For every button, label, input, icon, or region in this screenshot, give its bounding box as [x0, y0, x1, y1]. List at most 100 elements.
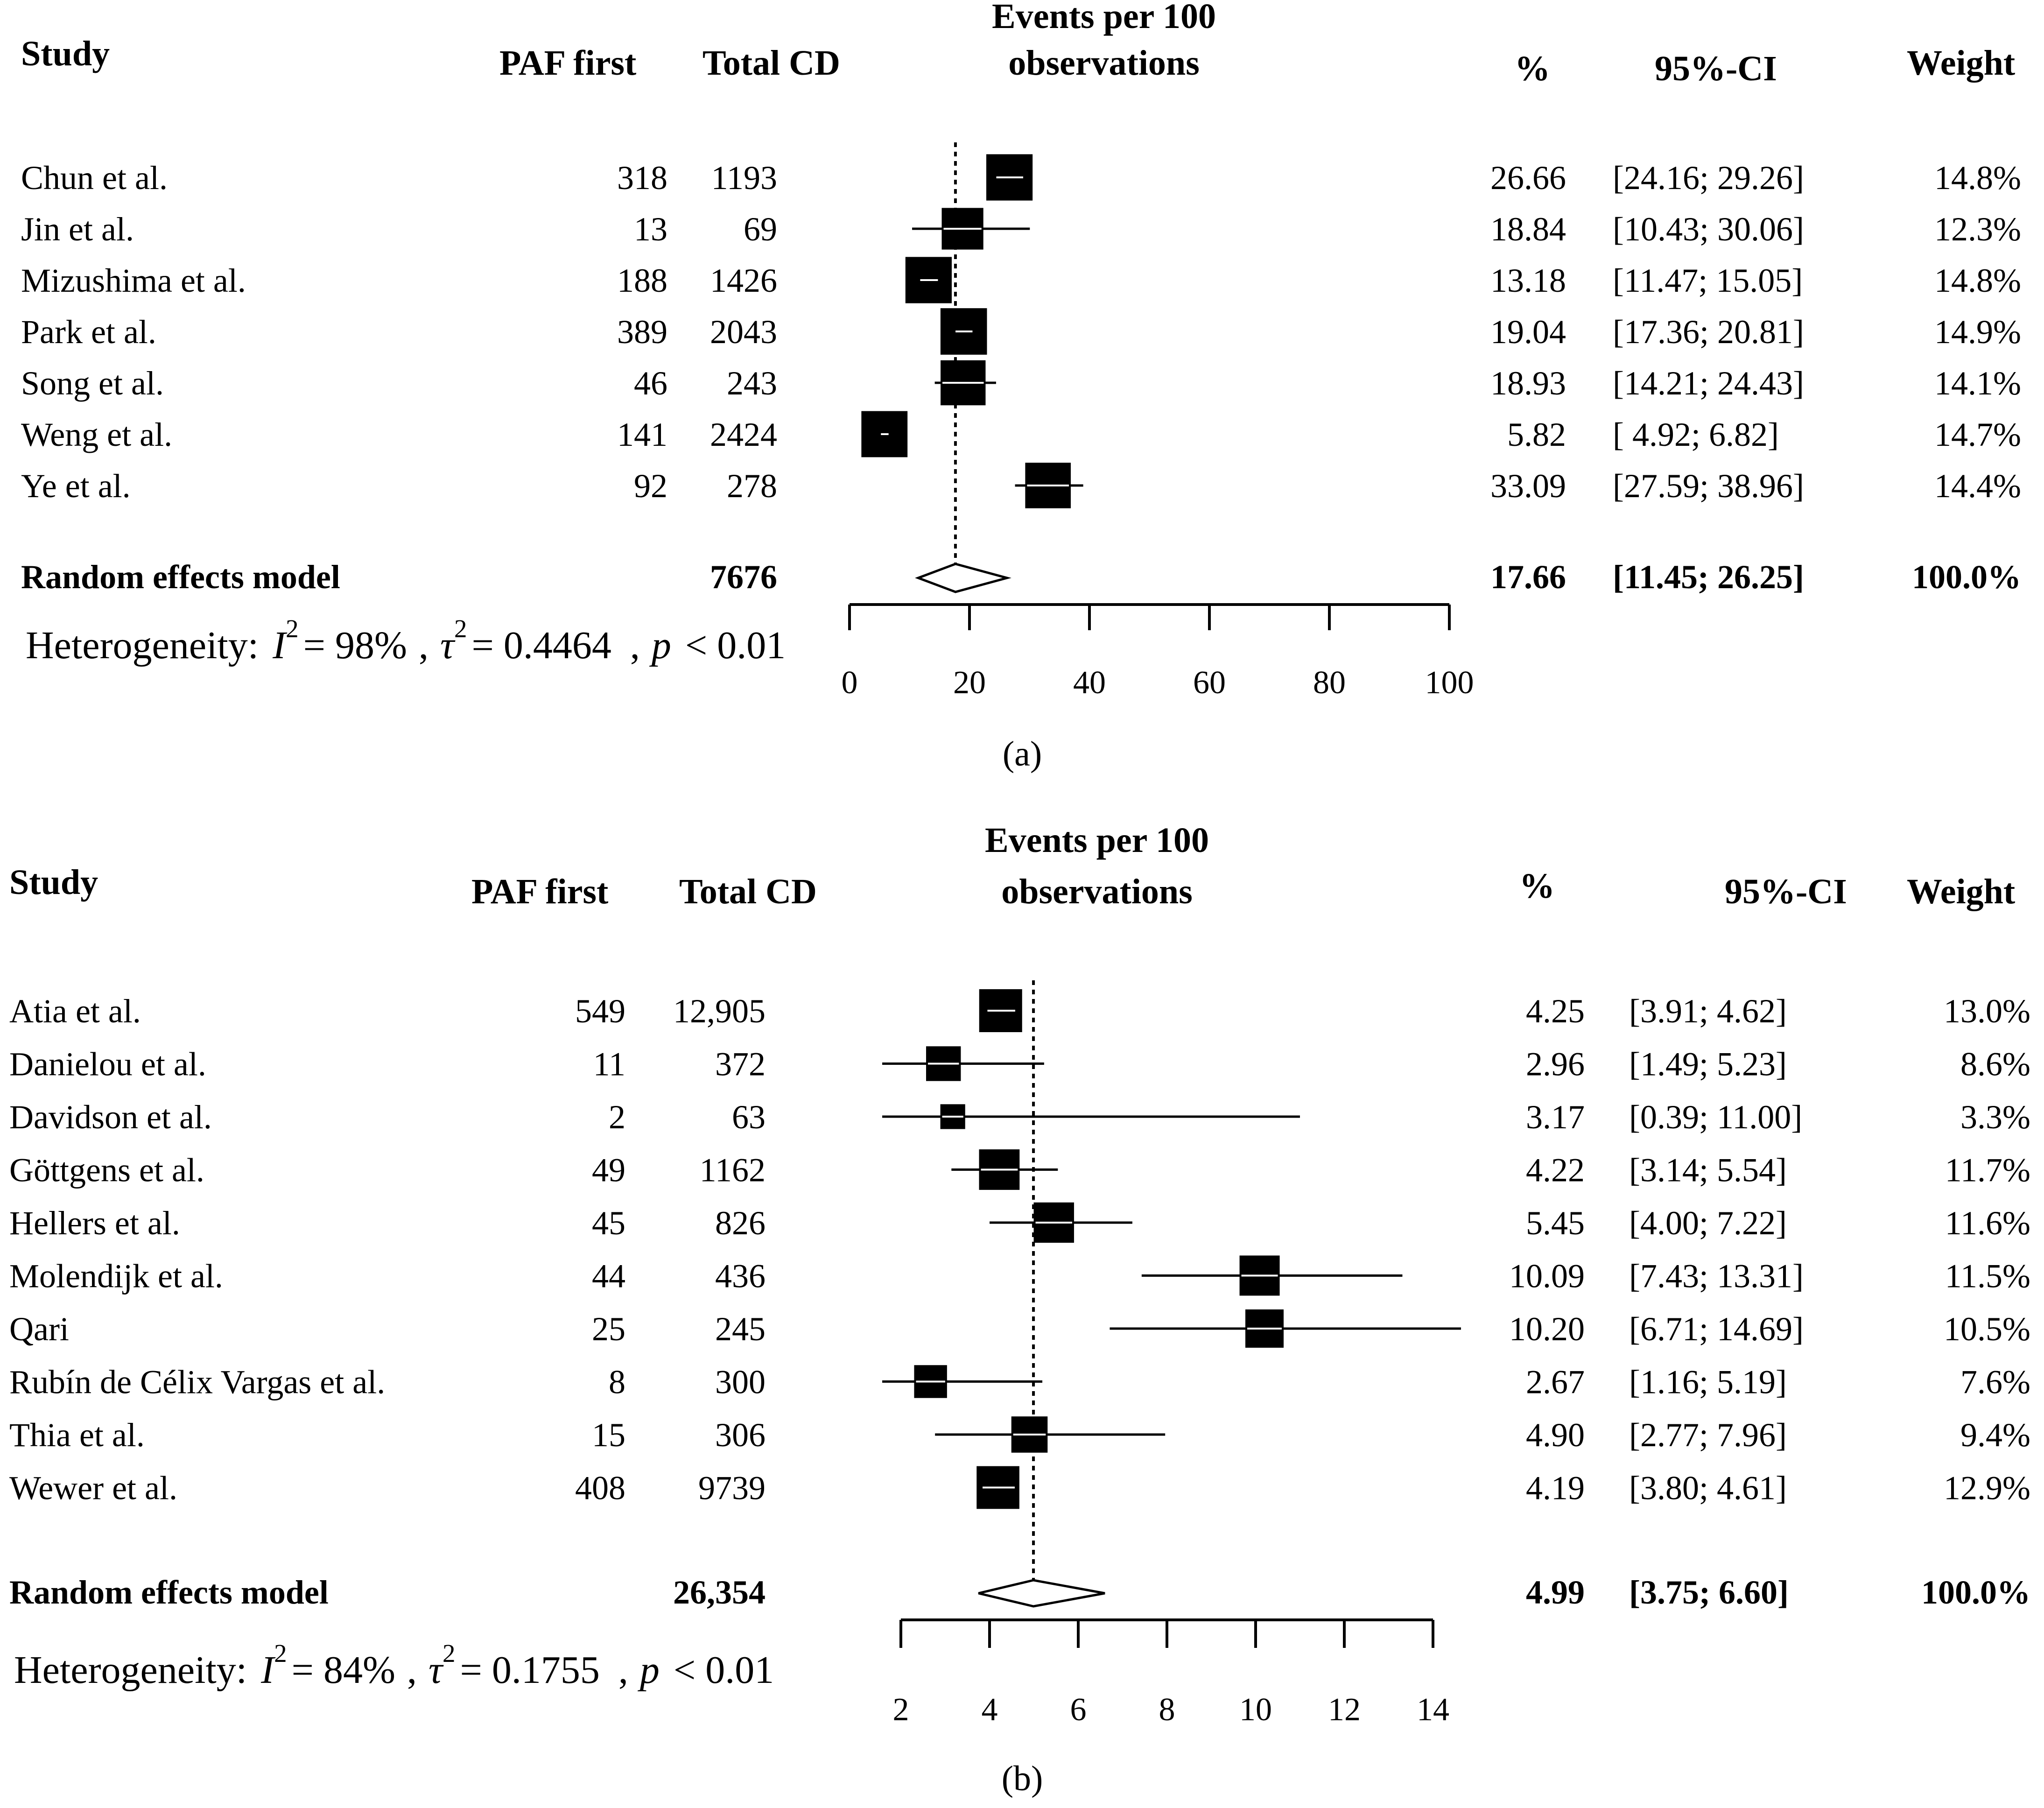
study-weight: 12.3% [1934, 211, 2021, 248]
study-name: Danielou et al. [9, 1046, 206, 1083]
study-total: 2043 [710, 313, 777, 351]
study-total: 826 [715, 1204, 766, 1242]
study-weight: 14.1% [1934, 365, 2021, 402]
study-events: 44 [592, 1258, 625, 1295]
study-total: 306 [715, 1416, 766, 1454]
study-events: 25 [592, 1310, 625, 1348]
summary-name: Random effects model [9, 1574, 329, 1611]
study-total: 1162 [700, 1152, 766, 1189]
study-ci: [7.43; 13.31] [1629, 1258, 1804, 1295]
heterogeneity-label: Heterogeneity: [14, 1648, 247, 1692]
study-events: 45 [592, 1204, 625, 1242]
study-weight: 14.7% [1934, 416, 2021, 453]
x-axis-tick-label: 0 [842, 665, 858, 701]
study-ci: [27.59; 38.96] [1613, 467, 1804, 505]
study-name: Thia et al. [9, 1416, 145, 1454]
i2-symbol: I [272, 624, 288, 667]
study-name: Park et al. [21, 313, 156, 351]
heterogeneity-stat: Heterogeneity: I2 = 84%, τ2 = 0.1755, p < 0.01 [14, 1639, 774, 1692]
study-estimate: 4.90 [1526, 1416, 1585, 1454]
study-estimate: 2.96 [1526, 1046, 1585, 1083]
study-weight: 14.8% [1934, 262, 2021, 299]
study-events: 141 [617, 416, 667, 453]
panel-label: (a) [1003, 734, 1042, 774]
study-ci: [1.49; 5.23] [1629, 1046, 1787, 1083]
summary-weight: 100.0% [1921, 1574, 2030, 1611]
summary-ci: [11.45; 26.25] [1613, 558, 1804, 596]
study-total: 372 [715, 1046, 766, 1083]
tau-superscript: 2 [443, 1639, 456, 1667]
x-axis-tick-label: 20 [953, 665, 986, 701]
study-estimate: 5.82 [1507, 416, 1566, 453]
study-total: 245 [715, 1310, 766, 1348]
study-ci: [10.43; 30.06] [1613, 211, 1804, 248]
summary-name: Random effects model [21, 558, 340, 596]
study-total: 1193 [711, 159, 777, 197]
header-total: Total CD [702, 43, 840, 83]
study-name: Qari [9, 1310, 69, 1348]
study-weight: 14.8% [1934, 159, 2021, 197]
study-estimate: 4.22 [1526, 1152, 1585, 1189]
study-estimate: 18.93 [1490, 365, 1566, 402]
plot-title-line1: Events per 100 [985, 821, 1209, 860]
study-ci: [2.77; 7.96] [1629, 1416, 1787, 1454]
study-total: 436 [715, 1258, 766, 1295]
study-events: 15 [592, 1416, 625, 1454]
study-estimate: 2.67 [1526, 1364, 1585, 1401]
study-events: 408 [575, 1470, 625, 1507]
study-total: 9739 [698, 1470, 766, 1507]
header-study: Study [9, 863, 98, 902]
study-weight: 13.0% [1944, 992, 2030, 1030]
header-weight: Weight [1907, 43, 2015, 83]
study-weight: 11.6% [1945, 1204, 2030, 1242]
separator: , [618, 1648, 628, 1692]
study-ci: [24.16; 29.26] [1613, 159, 1804, 197]
heterogeneity-label: Heterogeneity: [26, 624, 259, 667]
plot-title-line2: observations [1008, 43, 1200, 83]
study-events: 389 [617, 313, 667, 351]
tau-superscript: 2 [454, 614, 467, 643]
study-ci: [3.14; 5.54] [1629, 1152, 1787, 1189]
study-ci: [3.80; 4.61] [1629, 1470, 1787, 1507]
header-ci: 95%-CI [1655, 49, 1777, 88]
study-weight: 14.4% [1934, 467, 2021, 505]
study-estimate: 3.17 [1526, 1098, 1585, 1136]
study-name: Rubín de Célix Vargas et al. [9, 1364, 385, 1401]
study-ci: [1.16; 5.19] [1629, 1364, 1787, 1401]
x-axis-tick-label: 4 [982, 1692, 998, 1728]
header-events: PAF first [471, 872, 608, 911]
study-events: 11 [593, 1046, 625, 1083]
study-ci: [4.00; 7.22] [1629, 1204, 1787, 1242]
study-total: 63 [732, 1098, 766, 1136]
x-axis-tick-label: 100 [1425, 665, 1474, 701]
study-estimate: 26.66 [1490, 159, 1566, 197]
study-events: 13 [634, 211, 667, 248]
panel-a: Study PAF first Total CD Events per 100 obse… [21, 0, 2021, 774]
study-name: Song et al. [21, 365, 164, 402]
study-estimate: 19.04 [1490, 313, 1566, 351]
panel-label: (b) [1002, 1759, 1043, 1798]
x-axis-tick-label: 8 [1159, 1692, 1175, 1728]
study-ci: [0.39; 11.00] [1629, 1098, 1802, 1136]
study-events: 2 [609, 1098, 625, 1136]
tau-value: = 0.1755 [460, 1648, 600, 1692]
i2-value: = 98% [303, 624, 407, 667]
study-ci: [ 4.92; 6.82] [1613, 416, 1779, 453]
p-symbol: p [649, 624, 671, 667]
summary-total: 26,354 [673, 1574, 766, 1611]
study-name: Ye et al. [21, 467, 131, 505]
study-weight: 3.3% [1960, 1098, 2030, 1136]
study-name: Jin et al. [21, 211, 134, 248]
x-axis-tick-label: 12 [1328, 1692, 1361, 1728]
summary-total: 7676 [710, 558, 777, 596]
study-weight: 7.6% [1960, 1364, 2030, 1401]
study-total: 278 [727, 467, 777, 505]
study-events: 8 [609, 1364, 625, 1401]
study-estimate: 10.09 [1509, 1258, 1585, 1295]
study-ci: [17.36; 20.81] [1613, 313, 1804, 351]
summary-ci: [3.75; 6.60] [1629, 1574, 1789, 1611]
i2-value: = 84% [292, 1648, 395, 1692]
panel-b: Study PAF first Total CD Events per 100 obse… [9, 821, 2030, 1798]
study-events: 49 [592, 1152, 625, 1189]
